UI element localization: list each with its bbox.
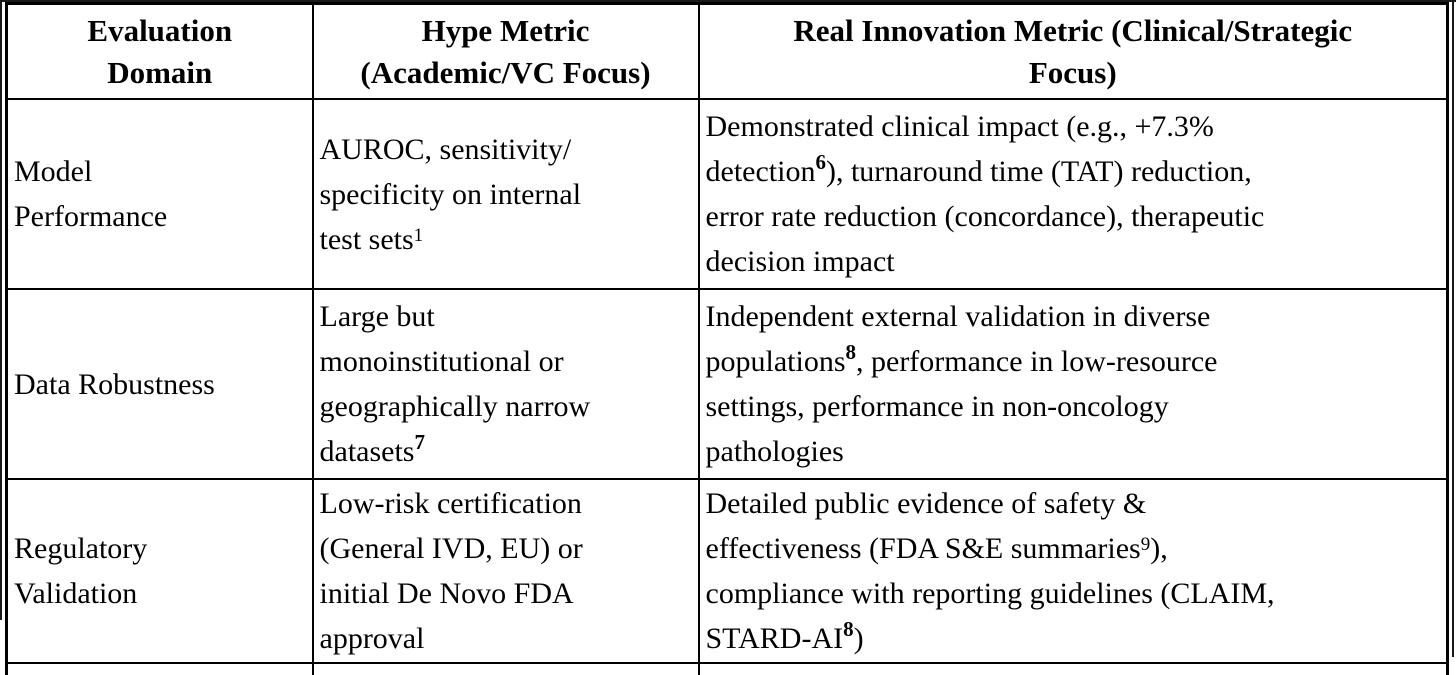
superscript-reference: 8 <box>845 340 857 364</box>
cell-hype-metric: Low-risk certification (General IVD, EU)… <box>311 478 700 664</box>
text-segment: Demonstrated clinical impact (e.g., +7.3… <box>705 110 1214 188</box>
text-segment: ), compliance with reporting guidelines … <box>705 532 1275 655</box>
cell-real-innovation-metric-empty <box>697 662 1449 675</box>
cell-domain: Regulatory Validation <box>5 478 314 664</box>
column-header-hype-metric: Hype Metric (Academic/VC Focus) <box>311 2 700 100</box>
crop-artifact-left-line <box>0 0 2 620</box>
text-segment: Low-risk certification (General IVD, EU)… <box>319 487 583 655</box>
cell-domain: Model Performance <box>5 98 314 290</box>
superscript-reference: 8 <box>843 617 854 641</box>
table-row-partial-clipped <box>5 662 1449 675</box>
superscript-reference: 1 <box>413 224 424 246</box>
superscript-reference: 6 <box>815 150 826 174</box>
cell-domain: Data Robustness <box>5 288 314 480</box>
evaluation-metrics-table: Evaluation Domain Hype Metric (Academic/… <box>5 2 1449 675</box>
text-segment: Regulatory Validation <box>14 532 148 610</box>
cell-hype-metric: AUROC, sensitivity/ specificity on inter… <box>311 98 700 290</box>
table-row-data-robustness: Data Robustness Large but monoinstitutio… <box>5 288 1449 480</box>
text-segment: Data Robustness <box>14 367 215 401</box>
text-segment: , performance in low-resource settings, … <box>705 345 1218 468</box>
cell-real-innovation-metric: Independent external validation in diver… <box>697 288 1449 480</box>
text-segment: Detailed public evidence of safety & eff… <box>705 487 1147 565</box>
superscript-reference: 7 <box>414 430 425 454</box>
text-segment: AUROC, sensitivity/ specificity on inter… <box>319 132 582 256</box>
text-segment: ) <box>853 622 864 655</box>
crop-artifact-top-line <box>0 0 1456 2</box>
cell-domain-empty <box>5 662 314 675</box>
cell-real-innovation-metric: Demonstrated clinical impact (e.g., +7.3… <box>697 98 1449 290</box>
table-row-regulatory-validation: Regulatory Validation Low-risk certifica… <box>5 478 1449 664</box>
text-segment: ), turnaround time (TAT) reduction, erro… <box>705 155 1265 278</box>
column-header-evaluation-domain: Evaluation Domain <box>5 2 314 100</box>
cell-real-innovation-metric: Detailed public evidence of safety & eff… <box>697 478 1449 664</box>
text-segment: Large but monoinstitutional or geographi… <box>319 300 591 468</box>
crop-artifact-right-line <box>1452 0 1454 657</box>
cell-hype-metric-empty <box>311 662 700 675</box>
table-row-model-performance: Model Performance AUROC, sensitivity/ sp… <box>5 98 1449 290</box>
table-header-row: Evaluation Domain Hype Metric (Academic/… <box>5 2 1449 100</box>
text-segment: Independent external validation in diver… <box>705 300 1211 378</box>
cell-hype-metric: Large but monoinstitutional or geographi… <box>311 288 700 480</box>
column-header-real-innovation-metric: Real Innovation Metric (Clinical/Strateg… <box>697 2 1449 100</box>
superscript-reference: 9 <box>1140 534 1151 555</box>
text-segment: Model Performance <box>14 155 168 233</box>
